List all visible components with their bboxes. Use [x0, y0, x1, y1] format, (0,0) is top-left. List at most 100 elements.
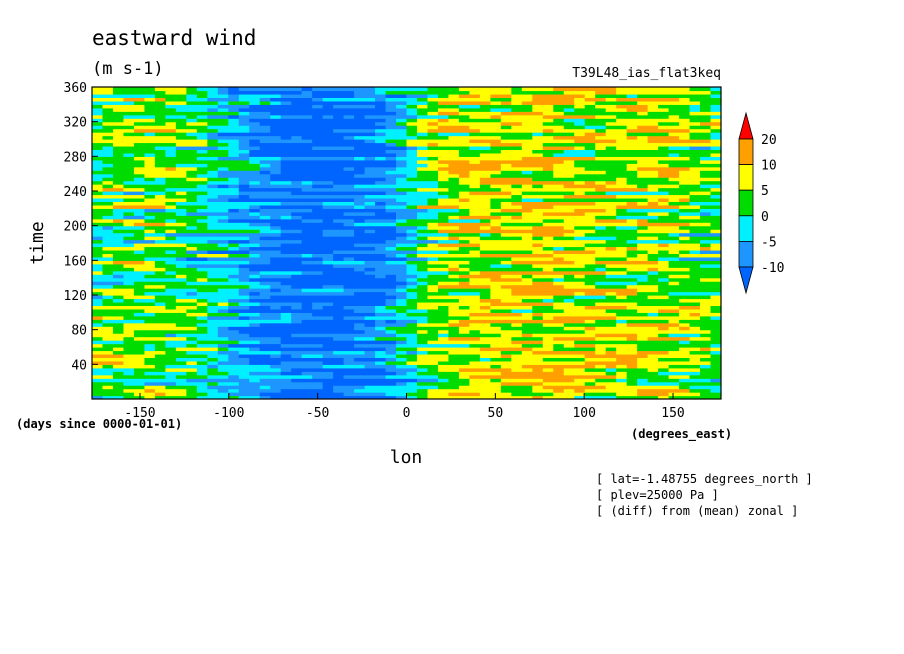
heatmap-cell	[375, 274, 387, 279]
heatmap-cell	[542, 249, 554, 254]
heatmap-cell	[196, 118, 208, 123]
heatmap-cell	[364, 298, 376, 303]
heatmap-cell	[490, 267, 502, 272]
heatmap-cell	[333, 222, 345, 227]
heatmap-cell	[658, 333, 670, 338]
heatmap-cell	[700, 281, 712, 286]
heatmap-cell	[112, 395, 125, 399]
heatmap-cell	[165, 315, 177, 320]
heatmap-cell	[196, 357, 208, 362]
heatmap-cell	[511, 347, 523, 352]
heatmap-cell	[658, 364, 670, 369]
heatmap-cell	[354, 385, 366, 390]
heatmap-cell	[217, 204, 229, 209]
heatmap-cell	[416, 211, 429, 216]
heatmap-cell	[668, 347, 680, 352]
heatmap-cell	[207, 270, 219, 275]
heatmap-cell	[133, 267, 146, 272]
heatmap-cell	[511, 308, 523, 313]
heatmap-cell	[280, 163, 292, 168]
heatmap-cell	[112, 118, 125, 123]
heatmap-cell	[700, 277, 712, 282]
heatmap-cell	[165, 201, 177, 206]
heatmap-cell	[217, 159, 229, 164]
heatmap-cell	[312, 121, 324, 126]
heatmap-cell	[668, 343, 680, 348]
heatmap-cell	[249, 149, 261, 154]
heatmap-cell	[595, 274, 607, 279]
heatmap-cell	[354, 166, 366, 171]
heatmap-cell	[647, 204, 659, 209]
heatmap-cell	[458, 229, 470, 234]
heatmap-cell	[228, 204, 240, 209]
heatmap-cell	[343, 260, 355, 265]
heatmap-cell	[322, 114, 334, 119]
heatmap-cell	[280, 222, 292, 227]
heatmap-cell	[312, 142, 324, 147]
heatmap-cell	[658, 340, 670, 345]
heatmap-cell	[584, 374, 596, 379]
heatmap-cell	[301, 326, 313, 331]
heatmap-cell	[92, 118, 104, 123]
heatmap-cell	[217, 149, 229, 154]
heatmap-cell	[616, 305, 628, 310]
heatmap-cell	[637, 256, 649, 261]
heatmap-cell	[102, 367, 114, 372]
heatmap-cell	[584, 326, 596, 331]
heatmap-cell	[312, 374, 324, 379]
heatmap-cell	[532, 336, 544, 341]
heatmap-cell	[249, 142, 261, 147]
heatmap-cell	[375, 353, 387, 358]
heatmap-cell	[595, 350, 607, 355]
heatmap-cell	[280, 288, 292, 293]
heatmap-cell	[375, 360, 387, 365]
heatmap-cell	[595, 236, 607, 241]
heatmap-cell	[605, 132, 617, 137]
heatmap-cell	[469, 295, 481, 300]
heatmap-cell	[364, 229, 376, 234]
heatmap-cell	[364, 132, 376, 137]
heatmap-cell	[448, 298, 460, 303]
heatmap-cell	[270, 329, 282, 334]
heatmap-cell	[469, 215, 481, 220]
heatmap-cell	[280, 350, 292, 355]
heatmap-cell	[322, 388, 334, 393]
heatmap-cell	[238, 260, 250, 265]
heatmap-cell	[584, 218, 596, 223]
heatmap-cell	[689, 333, 701, 338]
heatmap-cell	[217, 381, 229, 386]
heatmap-cell	[689, 249, 701, 254]
heatmap-cell	[343, 156, 355, 161]
heatmap-cell	[605, 288, 617, 293]
heatmap-cell	[364, 322, 376, 327]
heatmap-cell	[270, 347, 282, 352]
heatmap-cell	[658, 191, 670, 196]
heatmap-cell	[354, 315, 366, 320]
heatmap-cell	[553, 111, 565, 116]
heatmap-cell	[196, 367, 208, 372]
heatmap-cell	[123, 270, 135, 275]
heatmap-cell	[154, 152, 166, 157]
heatmap-cell	[700, 215, 712, 220]
heatmap-cell	[479, 333, 491, 338]
heatmap-cell	[511, 295, 523, 300]
heatmap-cell	[322, 184, 334, 189]
heatmap-cell	[165, 350, 177, 355]
heatmap-cell	[186, 177, 198, 182]
heatmap-cell	[354, 191, 366, 196]
heatmap-cell	[479, 139, 491, 144]
heatmap-cell	[605, 142, 617, 147]
heatmap-cell	[333, 308, 345, 313]
heatmap-cell	[291, 156, 303, 161]
heatmap-cell	[647, 236, 659, 241]
heatmap-cell	[301, 132, 313, 137]
heatmap-cell	[490, 374, 502, 379]
heatmap-cell	[647, 343, 659, 348]
heatmap-cell	[92, 159, 104, 164]
heatmap-cell	[521, 308, 533, 313]
heatmap-cell	[500, 336, 512, 341]
heatmap-cell	[406, 142, 418, 147]
heatmap-cell	[689, 208, 701, 213]
heatmap-cell	[679, 111, 691, 116]
heatmap-cell	[207, 128, 219, 133]
